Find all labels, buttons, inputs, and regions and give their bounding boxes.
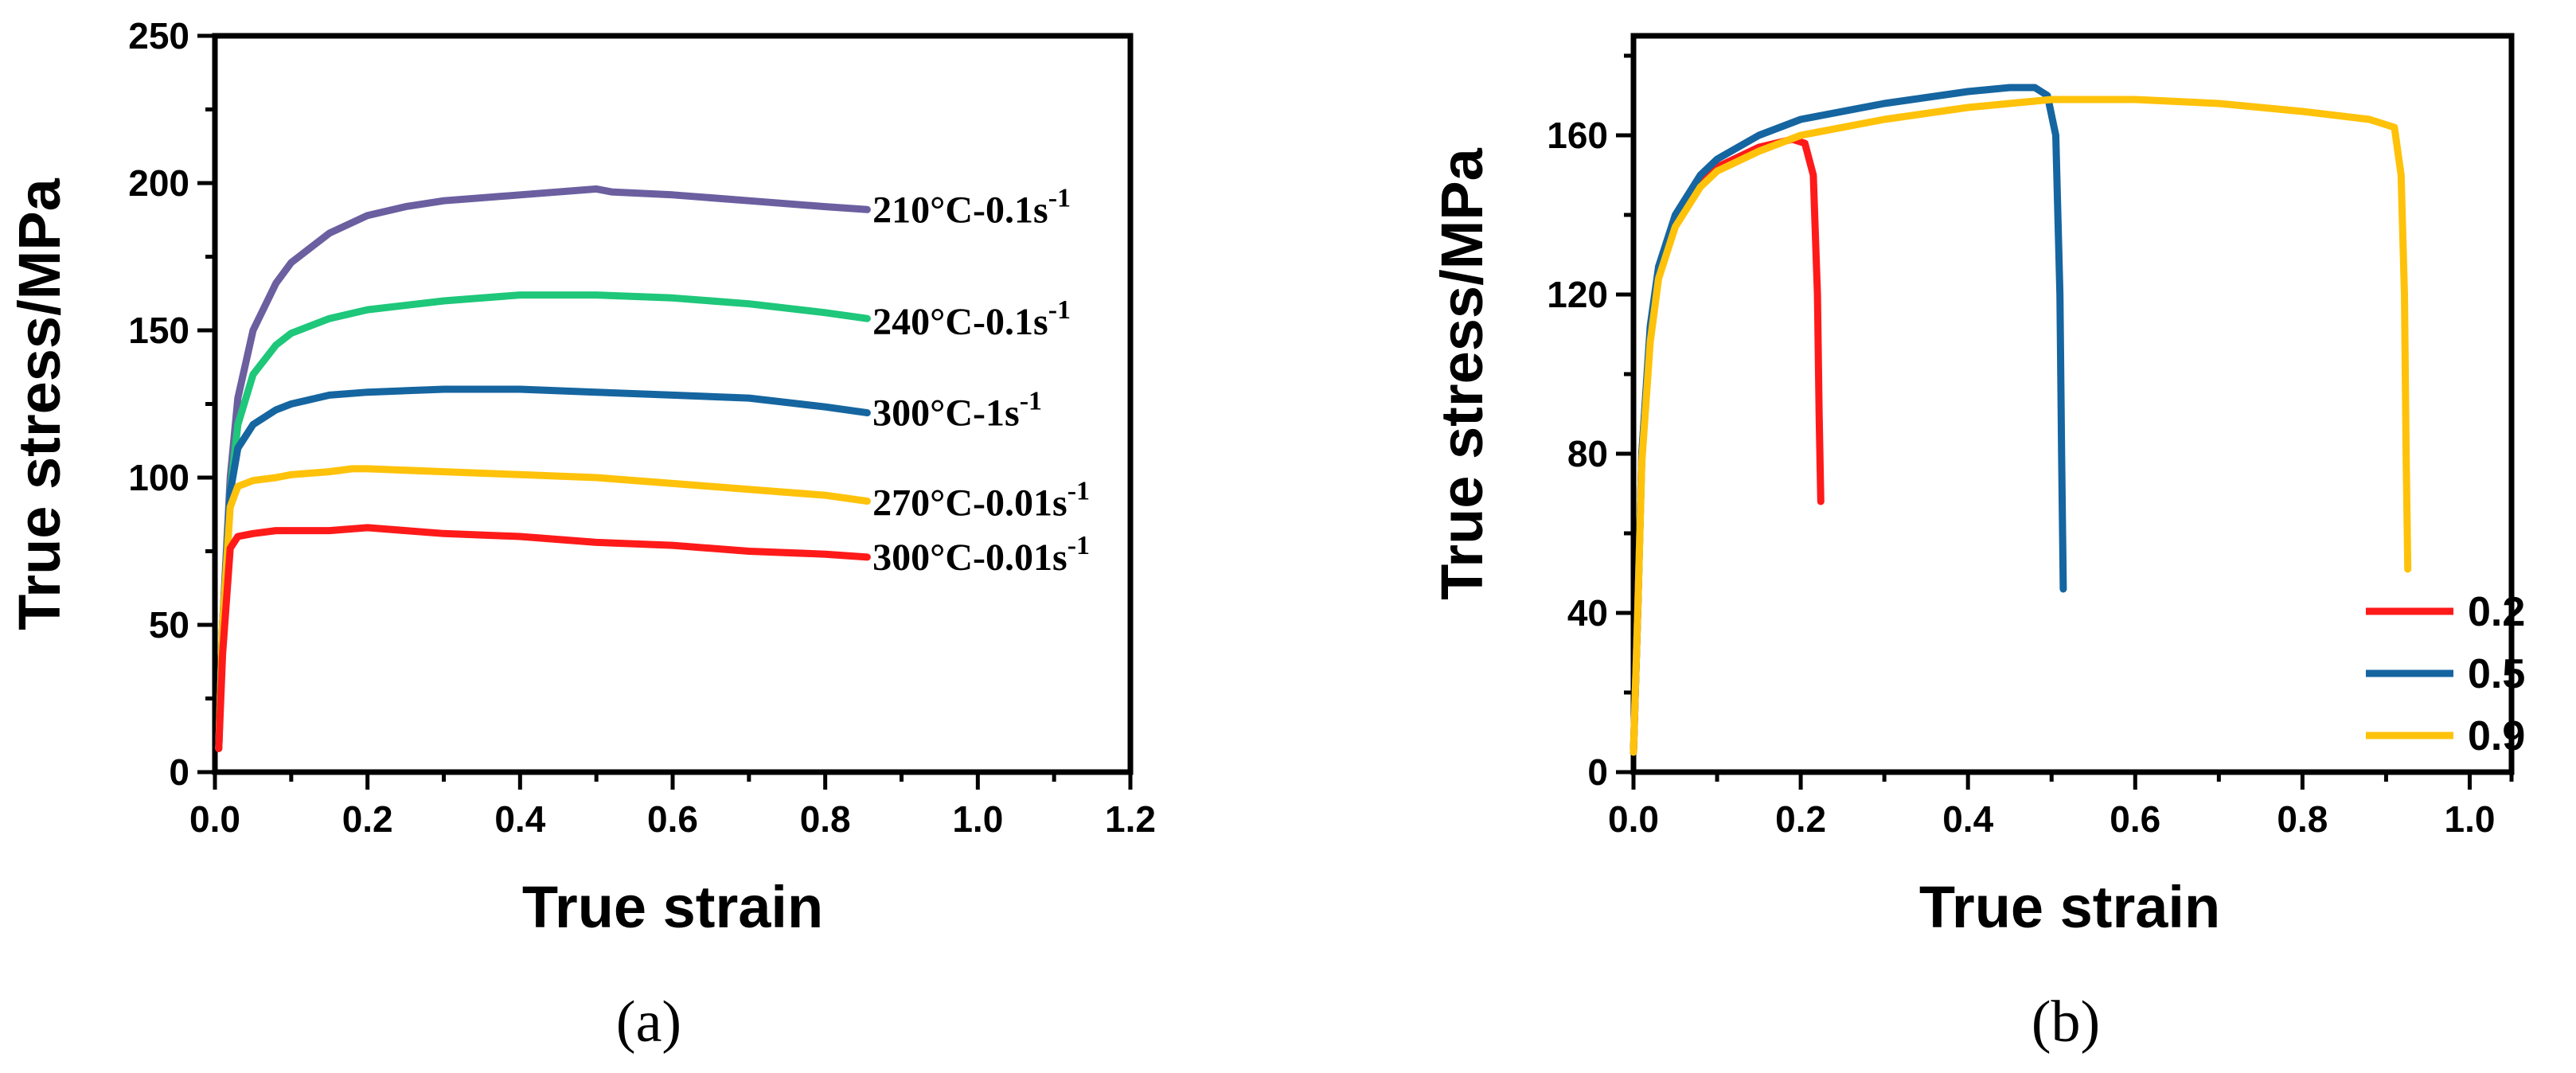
chart-b-x-tick-label: 0.2 xyxy=(1775,798,1826,840)
chart-a-y-tick-label: 200 xyxy=(128,162,189,204)
chart-b-y-tick-label: 160 xyxy=(1547,115,1608,156)
chart-a-series-line xyxy=(215,291,871,752)
chart-b-ticks: 0.0 0.2 0.4 0.6 0.8 1.0 0 40 80 120 160 xyxy=(1547,53,2514,840)
chart-a-x-tick-label: 0.8 xyxy=(800,798,851,840)
chart-b-y-tick-label: 0 xyxy=(1587,751,1608,793)
chart-b-y-axis-title: True stress/MPa xyxy=(1429,147,1495,599)
chart-a-series-line xyxy=(215,465,871,752)
chart-a-x-axis-title: True strain xyxy=(522,874,823,940)
chart-b-x-tick-label: 0.4 xyxy=(1942,798,1993,840)
chart-a-ticks: 0.0 0.2 0.4 0.6 0.8 1.0 1.2 0 50 100 150 200 250 xyxy=(128,15,1156,840)
chart-b-series-line xyxy=(1630,135,1825,756)
legend-label: 0.9 xyxy=(2468,713,2525,759)
chart-a-x-tick-label: 0.4 xyxy=(494,798,545,840)
chart-a-series xyxy=(215,185,871,752)
chart-b-x-tick-label: 0.8 xyxy=(2277,798,2328,840)
chart-a-series-label: 210°C-0.1s-1 xyxy=(872,183,1071,231)
chart-a-y-tick-label: 50 xyxy=(149,604,189,646)
chart-a-series-line xyxy=(215,385,871,752)
chart-b-plot-frame xyxy=(1630,33,2515,775)
chart-a-series-line xyxy=(215,185,871,752)
chart-b-x-tick-label: 0.6 xyxy=(2110,798,2160,840)
chart-b-y-tick-label: 80 xyxy=(1567,433,1608,474)
chart-a-x-tick-label: 0.0 xyxy=(189,798,240,840)
chart-a-y-tick-label: 250 xyxy=(128,15,189,57)
legend-label: 0.2 xyxy=(2468,589,2525,635)
chart-a-x-tick-label: 0.2 xyxy=(342,798,393,840)
chart-a: 0.0 0.2 0.4 0.6 0.8 1.0 1.2 0 50 100 150 200 250 210… xyxy=(6,15,1156,1055)
chart-a-y-tick-label: 150 xyxy=(128,310,189,351)
chart-a-series-label: 240°C-0.1s-1 xyxy=(872,295,1071,343)
chart-b-y-tick-label: 40 xyxy=(1567,592,1608,634)
chart-a-x-tick-label: 1.0 xyxy=(952,798,1003,840)
chart-b-x-tick-label: 0.0 xyxy=(1608,798,1659,840)
chart-a-x-tick-label: 1.2 xyxy=(1105,798,1156,840)
chart-a-y-axis-title: True stress/MPa xyxy=(6,178,72,630)
chart-b-x-tick-label: 1.0 xyxy=(2444,798,2495,840)
chart-b-y-tick-label: 120 xyxy=(1547,274,1608,315)
chart-a-series-label: 270°C-0.01s-1 xyxy=(872,477,1090,525)
chart-b-x-axis-title: True strain xyxy=(1919,874,2220,940)
chart-b-series xyxy=(1630,84,2412,756)
legend-label: 0.5 xyxy=(2468,651,2525,697)
chart-a-panel-label: (a) xyxy=(616,989,681,1055)
chart-b-panel-label: (b) xyxy=(2032,989,2100,1055)
chart-a-series-label: 300°C-1s-1 xyxy=(872,387,1042,435)
chart-a-x-tick-label: 0.6 xyxy=(647,798,698,840)
chart-a-series-line xyxy=(215,524,871,752)
chart-b-legend: 0.2 0.5 0.9 xyxy=(2366,589,2525,759)
chart-a-series-label: 300°C-0.01s-1 xyxy=(872,531,1090,579)
chart-a-y-tick-label: 100 xyxy=(128,457,189,498)
chart-a-annotations: 210°C-0.1s-1 240°C-0.1s-1 300°C-1s-1 270°C-… xyxy=(872,183,1090,579)
chart-b-series-line xyxy=(1630,96,2412,756)
chart-a-y-tick-label: 0 xyxy=(169,751,189,793)
